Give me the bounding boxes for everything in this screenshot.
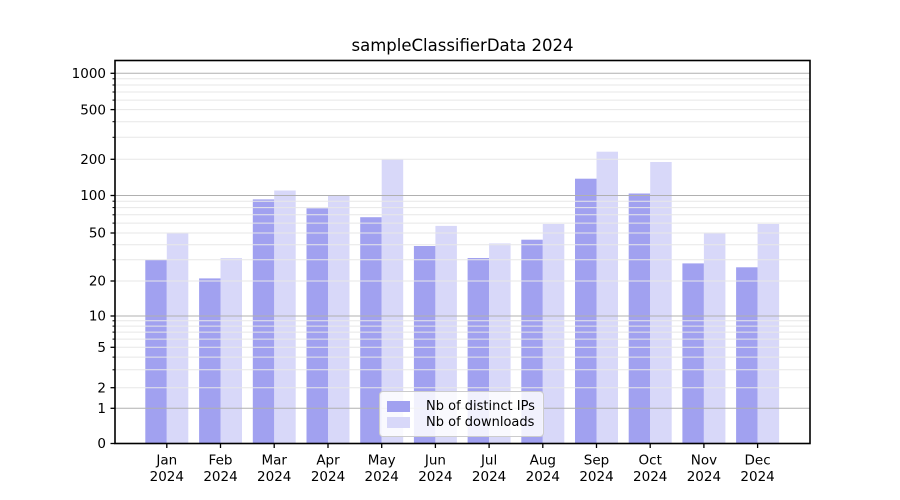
y-tick-label: 20 xyxy=(89,274,106,290)
bar-nb-of-downloads-nov xyxy=(703,233,726,444)
bar-nb-of-downloads-feb xyxy=(220,258,242,444)
x-tick-label-year: 2024 xyxy=(472,469,506,485)
legend-label-distinct-ips: Nb of distinct IPs xyxy=(426,398,535,414)
bar-nb-of-downloads-jun xyxy=(435,225,457,444)
legend-swatch-downloads xyxy=(387,416,410,428)
legend: Nb of distinct IPs Nb of downloads xyxy=(379,391,544,437)
y-tick-label: 1 xyxy=(97,401,106,417)
bar-nb-of-distinct-ips-jan xyxy=(145,259,167,444)
y-tick-label: 10 xyxy=(89,309,106,325)
bar-nb-of-downloads-may xyxy=(381,159,404,444)
x-tick-label-month: Apr xyxy=(316,453,340,469)
x-tick-label-month: Oct xyxy=(639,453,662,469)
bar-nb-of-distinct-ips-mar xyxy=(252,199,275,444)
y-tick-label: 50 xyxy=(89,226,106,242)
y-tick-label: 1000 xyxy=(72,66,106,82)
x-tick-label-month: Jul xyxy=(480,453,497,469)
x-tick-label-year: 2024 xyxy=(633,469,667,485)
bar-nb-of-downloads-jan xyxy=(166,233,189,444)
y-tick-label: 5 xyxy=(97,340,106,356)
y-tick-label: 500 xyxy=(80,102,106,118)
bar-nb-of-downloads-mar xyxy=(274,190,296,444)
y-tick-label: 0 xyxy=(97,436,106,452)
legend-item-distinct-ips: Nb of distinct IPs xyxy=(387,400,543,413)
x-tick-label-month: Sep xyxy=(584,453,609,469)
y-tick-label: 100 xyxy=(80,188,106,204)
bar-nb-of-downloads-aug xyxy=(542,224,565,444)
bar-nb-of-distinct-ips-dec xyxy=(736,267,758,444)
x-tick-label-month: Nov xyxy=(691,453,717,469)
x-tick-label-year: 2024 xyxy=(418,469,452,485)
x-tick-label-month: Mar xyxy=(261,453,287,469)
x-tick-label-month: Aug xyxy=(530,453,556,469)
x-tick-label-year: 2024 xyxy=(526,469,560,485)
x-tick-label-year: 2024 xyxy=(311,469,345,485)
x-tick-label-year: 2024 xyxy=(150,469,184,485)
x-tick-label-month: Dec xyxy=(745,453,771,469)
bar-nb-of-distinct-ips-oct xyxy=(628,193,651,444)
legend-label-downloads: Nb of downloads xyxy=(426,414,535,430)
x-tick-label-month: Jan xyxy=(155,453,177,469)
x-tick-label-year: 2024 xyxy=(687,469,721,485)
bar-nb-of-distinct-ips-feb xyxy=(199,278,221,444)
bar-nb-of-downloads-oct xyxy=(650,162,672,444)
bar-nb-of-downloads-apr xyxy=(328,195,350,444)
bar-nb-of-downloads-sep xyxy=(596,151,618,444)
x-tick-label-year: 2024 xyxy=(740,469,774,485)
plot-border xyxy=(114,59,811,445)
x-tick-label-year: 2024 xyxy=(203,469,237,485)
x-tick-label-month: May xyxy=(368,453,396,469)
bar-nb-of-distinct-ips-may xyxy=(360,217,382,444)
chart-title: sampleClassifierData 2024 xyxy=(351,36,574,55)
x-tick-label-month: Feb xyxy=(209,453,233,469)
x-tick-label-month: Jun xyxy=(424,453,446,469)
bar-nb-of-distinct-ips-nov xyxy=(682,263,704,444)
y-tick-label: 200 xyxy=(80,152,106,168)
bar-nb-of-distinct-ips-sep xyxy=(575,178,597,444)
legend-swatch-distinct-ips xyxy=(387,400,410,412)
x-tick-label-year: 2024 xyxy=(579,469,613,485)
bar-nb-of-downloads-dec xyxy=(757,224,780,444)
legend-item-downloads: Nb of downloads xyxy=(387,416,543,429)
y-tick-label: 2 xyxy=(97,380,106,396)
x-tick-label-year: 2024 xyxy=(365,469,399,485)
x-tick-label-year: 2024 xyxy=(257,469,291,485)
